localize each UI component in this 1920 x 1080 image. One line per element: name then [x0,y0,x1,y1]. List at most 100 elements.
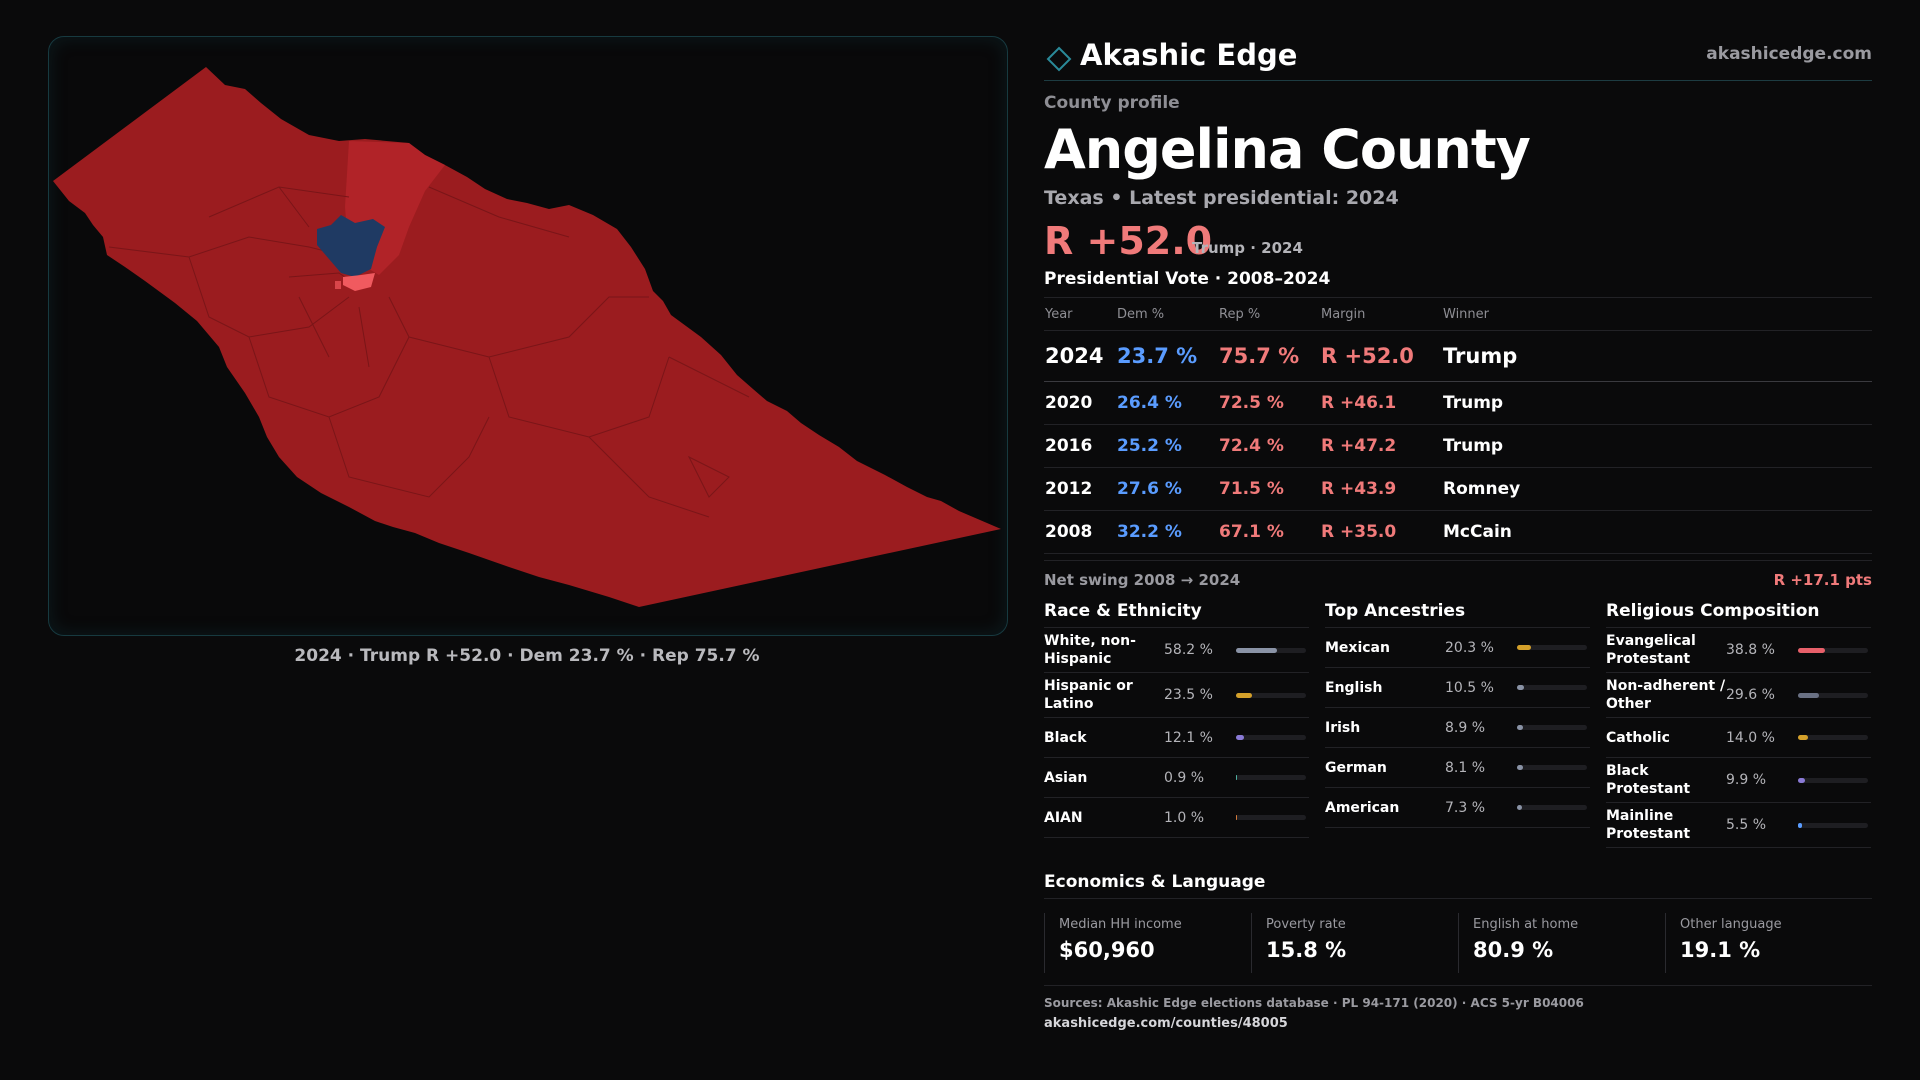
item-value: 1.0 % [1164,809,1205,826]
table-row: 2016 25.2 % 72.4 % R +47.2 Trump [1044,424,1872,468]
brand-header: Akashic Edge akashicedge.com [1044,36,1872,81]
item-label: German [1325,759,1387,776]
list-item: American 7.3 % [1325,788,1590,828]
item-label: White, non-Hispanic [1044,633,1136,667]
county-map[interactable] [49,37,1007,635]
list-item: Catholic 14.0 % [1606,718,1871,758]
progress-bar [1236,815,1306,820]
col-dem: Dem % [1116,298,1218,331]
page-subtitle: Texas • Latest presidential: 2024 [1044,187,1399,209]
table-row: 2008 32.2 % 67.1 % R +35.0 McCain [1044,510,1872,554]
eyebrow-label: County profile [1044,93,1180,113]
cell-rep: 67.1 % [1218,510,1320,554]
item-value: 5.5 % [1726,817,1767,833]
cell-dem: 32.2 % [1116,510,1218,554]
ancestry-heading: Top Ancestries [1325,597,1590,628]
stat-label: English at home [1473,917,1579,932]
progress-bar [1236,735,1306,740]
progress-bar-fill [1236,815,1237,820]
religion-list: Evangelical Protestant 38.8 % Non-adherent… [1606,628,1871,848]
table-row: 2012 27.6 % 71.5 % R +43.9 Romney [1044,467,1872,511]
item-label: Evangelical Protestant [1606,633,1696,667]
stat-label: Other language [1680,917,1782,932]
sources-footer: Sources: Akashic Edge elections database… [1044,985,1872,1031]
item-label: Non-adherent / Other [1606,678,1726,712]
stat-value: 80.9 % [1473,938,1554,962]
demographics-section: Race & Ethnicity White, non-Hispanic 58.2… [1044,597,1872,848]
county-shape [53,67,1001,607]
cell-margin: R +52.0 [1320,330,1442,382]
stat-card-english: English at home 80.9 % [1458,913,1665,973]
list-item: AIAN 1.0 % [1044,798,1309,838]
economics-heading: Economics & Language [1044,868,1872,899]
precinct-boundaries [108,186,750,518]
col-year: Year [1044,298,1116,331]
cell-year: 2020 [1044,381,1116,425]
list-item: Irish 8.9 % [1325,708,1590,748]
stat-value: $60,960 [1059,938,1155,962]
progress-bar-fill [1517,805,1523,810]
progress-bar [1798,647,1868,653]
progress-bar [1798,777,1868,783]
county-permalink[interactable]: akashicedge.com/counties/48005 [1044,1016,1288,1031]
progress-bar-fill [1798,777,1805,783]
progress-bar [1798,692,1868,698]
cell-dem: 25.2 % [1116,424,1218,468]
item-value: 0.9 % [1164,769,1205,786]
cell-winner: Trump [1442,381,1872,425]
list-item: White, non-Hispanic 58.2 % [1044,628,1309,673]
list-item: Asian 0.9 % [1044,758,1309,798]
list-item: Hispanic or Latino 23.5 % [1044,673,1309,718]
brand-url-link[interactable]: akashicedge.com [1706,44,1872,64]
list-item: Mainline Protestant 5.5 % [1606,803,1871,848]
item-value: 10.5 % [1445,679,1494,696]
progress-bar [1517,805,1587,810]
list-item: English 10.5 % [1325,668,1590,708]
progress-bar-fill [1517,685,1525,690]
item-value: 12.1 % [1164,729,1213,746]
stat-card-income: Median HH income $60,960 [1044,913,1251,973]
cell-winner: Romney [1442,467,1872,511]
stat-value: 19.1 % [1680,938,1761,962]
vote-table: Year Dem % Rep % Margin Winner 2024 23.7… [1044,298,1872,554]
cell-winner: Trump [1442,330,1872,382]
progress-bar-fill [1236,735,1245,740]
progress-bar [1798,822,1868,828]
cell-year: 2008 [1044,510,1116,554]
item-label: Mainline Protestant [1606,808,1691,842]
list-item: Non-adherent / Other 29.6 % [1606,673,1871,718]
ancestry-column: Top Ancestries Mexican 20.3 % English 10.5 … [1325,597,1590,848]
headline-margin-note: Trump · 2024 [1192,239,1303,257]
county-map-panel[interactable] [48,36,1008,636]
list-item: Evangelical Protestant 38.8 % [1606,628,1871,673]
item-value: 29.6 % [1726,687,1775,703]
item-value: 14.0 % [1726,729,1775,746]
item-label: Black Protestant [1606,763,1691,797]
item-value: 8.1 % [1445,759,1486,776]
net-swing-value: R +17.1 pts [1773,571,1872,589]
progress-bar [1517,765,1587,770]
item-value: 58.2 % [1164,642,1213,658]
progress-bar [1236,692,1306,698]
race-heading: Race & Ethnicity [1044,597,1309,628]
urban-precinct-rep-pink [343,273,375,291]
stat-card-other-language: Other language 19.1 % [1665,913,1872,973]
stat-card-poverty: Poverty rate 15.8 % [1251,913,1458,973]
cell-rep: 72.5 % [1218,381,1320,425]
cell-margin: R +35.0 [1320,510,1442,554]
item-label: Black [1044,729,1087,746]
progress-bar-fill [1517,765,1523,770]
item-value: 8.9 % [1445,719,1486,736]
headline-margin-value: R +52.0 [1044,219,1213,263]
item-value: 20.3 % [1445,639,1494,656]
religion-heading: Religious Composition [1606,597,1871,628]
table-row: 2024 23.7 % 75.7 % R +52.0 Trump [1044,330,1872,382]
progress-bar-fill [1236,647,1277,653]
item-label: Asian [1044,769,1088,786]
cell-margin: R +47.2 [1320,424,1442,468]
economics-section: Economics & Language Median HH income $6… [1044,868,1872,973]
item-value: 23.5 % [1164,687,1213,703]
stat-value: 15.8 % [1266,938,1347,962]
cell-rep: 75.7 % [1218,330,1320,382]
race-ethnicity-column: Race & Ethnicity White, non-Hispanic 58.2… [1044,597,1309,848]
